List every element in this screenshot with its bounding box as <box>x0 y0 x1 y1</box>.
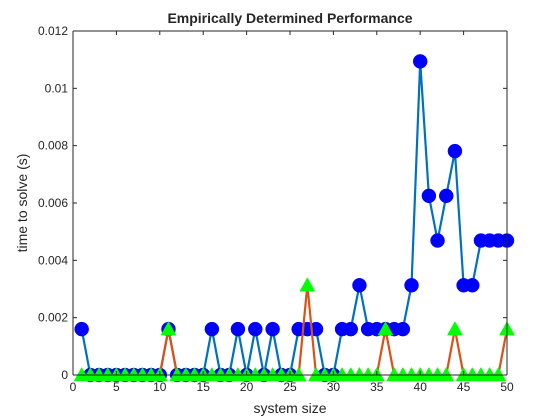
plot-area <box>73 31 507 375</box>
series-1-point <box>412 54 428 69</box>
series-2-point <box>490 366 507 382</box>
series-1-point <box>204 321 220 337</box>
x-axis-label: system size <box>253 400 326 416</box>
series-layer <box>73 54 515 383</box>
y-axis-label: time to solve (s) <box>14 154 30 253</box>
x-tick-label: 0 <box>70 380 77 394</box>
x-tick-label: 45 <box>457 380 471 394</box>
y-tick-label: 0 <box>61 368 68 382</box>
series-1-point <box>395 321 411 337</box>
series-1-point <box>404 278 419 293</box>
x-tick-label: 30 <box>327 380 341 394</box>
y-tick-label: 0.006 <box>38 196 68 210</box>
x-tick-label: 40 <box>414 380 428 394</box>
x-tick-label: 35 <box>370 380 384 394</box>
series-2-point <box>438 366 455 382</box>
chart-title: Empirically Determined Performance <box>167 10 412 26</box>
x-tick-label: 50 <box>500 380 514 394</box>
x-tick-label: 5 <box>113 380 120 394</box>
series-1-point <box>343 321 359 337</box>
y-tick-label: 0.012 <box>38 24 68 38</box>
series-1-point <box>352 278 367 293</box>
series-1-point <box>447 143 463 159</box>
x-tick-label: 10 <box>153 380 167 394</box>
y-tick-label: 0.004 <box>38 253 68 267</box>
series-2-point <box>446 321 463 336</box>
series-1-point <box>465 278 480 293</box>
x-tick-label: 15 <box>197 380 211 394</box>
series-1-point <box>438 188 454 204</box>
y-tick-label: 0.008 <box>38 139 68 153</box>
x-tick-label: 25 <box>283 380 297 394</box>
series-1-point <box>74 321 89 337</box>
series-2-point <box>290 366 307 382</box>
series-1-point <box>248 321 263 337</box>
series-1-point <box>421 188 437 204</box>
series-1-point <box>430 233 445 248</box>
x-tick-label: 20 <box>240 380 254 394</box>
series-1-point <box>230 321 246 337</box>
series-2-point <box>160 321 177 336</box>
series-1-point <box>265 321 280 337</box>
y-tick-label: 0.01 <box>45 81 69 95</box>
series-2-point <box>377 321 394 336</box>
series-2-point <box>299 277 316 292</box>
y-tick-label: 0.002 <box>38 311 68 325</box>
ticks-layer: 0 5 10 15 20 25 30 35 40 45 50 0 0.002 0.004 0.006 0.00… <box>38 24 514 394</box>
